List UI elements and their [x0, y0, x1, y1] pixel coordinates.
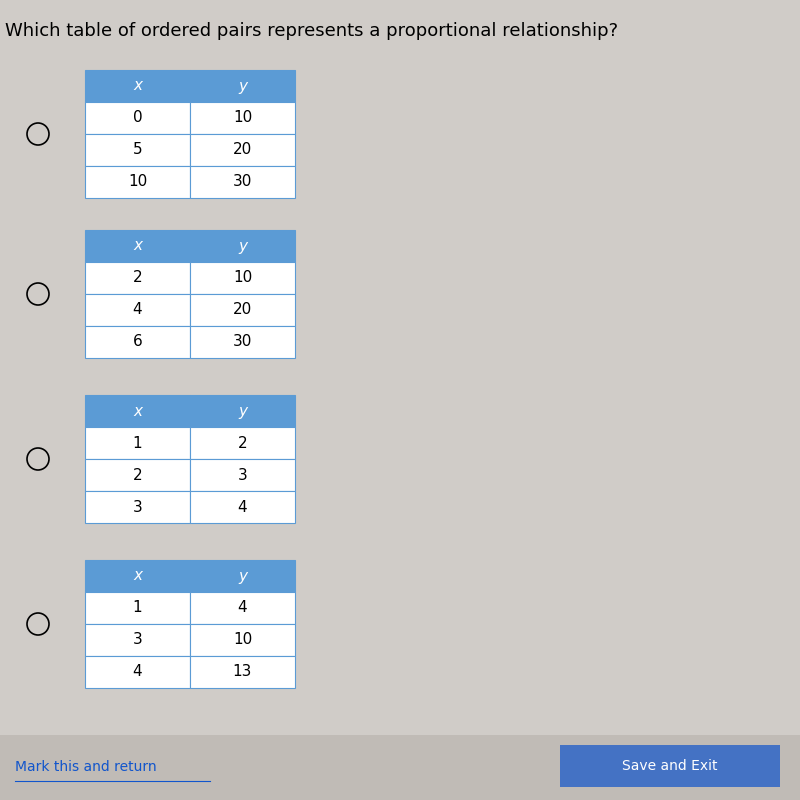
Text: 3: 3	[133, 499, 142, 514]
Text: y: y	[238, 238, 247, 254]
Text: Save and Exit: Save and Exit	[622, 759, 718, 773]
Bar	[85, 560, 190, 592]
Text: 4: 4	[133, 665, 142, 679]
Text: 20: 20	[233, 142, 252, 158]
Text: 2: 2	[133, 467, 142, 482]
Bar	[85, 166, 190, 198]
Bar	[190, 70, 295, 102]
Bar	[190, 459, 295, 491]
Bar	[190, 294, 295, 326]
Text: 10: 10	[233, 633, 252, 647]
Text: 0: 0	[133, 110, 142, 126]
Bar	[85, 395, 190, 427]
Text: 30: 30	[233, 174, 252, 190]
Bar	[190, 230, 295, 262]
Text: x: x	[133, 78, 142, 94]
Text: x: x	[133, 403, 142, 418]
Text: 3: 3	[133, 633, 142, 647]
Bar	[85, 70, 190, 102]
Text: y: y	[238, 403, 247, 418]
Text: x: x	[133, 238, 142, 254]
Bar	[85, 459, 190, 491]
Bar	[190, 166, 295, 198]
Text: 4: 4	[133, 302, 142, 318]
Bar	[190, 134, 295, 166]
Text: 6: 6	[133, 334, 142, 350]
Text: 1: 1	[133, 435, 142, 450]
Text: 5: 5	[133, 142, 142, 158]
Text: 2: 2	[238, 435, 247, 450]
Text: Which table of ordered pairs represents a proportional relationship?: Which table of ordered pairs represents …	[5, 22, 618, 40]
Bar	[190, 560, 295, 592]
Text: 4: 4	[238, 601, 247, 615]
Text: 4: 4	[238, 499, 247, 514]
Bar	[85, 427, 190, 459]
Text: 30: 30	[233, 334, 252, 350]
Text: 3: 3	[238, 467, 247, 482]
Bar	[85, 134, 190, 166]
Text: x: x	[133, 569, 142, 583]
Bar	[85, 326, 190, 358]
Bar	[190, 102, 295, 134]
Text: y: y	[238, 569, 247, 583]
Bar	[190, 427, 295, 459]
Text: 10: 10	[233, 110, 252, 126]
Text: 10: 10	[128, 174, 147, 190]
Bar	[85, 624, 190, 656]
Bar	[190, 395, 295, 427]
Text: 13: 13	[233, 665, 252, 679]
Bar	[190, 491, 295, 523]
Bar	[190, 656, 295, 688]
Text: 20: 20	[233, 302, 252, 318]
Bar	[85, 102, 190, 134]
Text: Mark this and return: Mark this and return	[15, 760, 157, 774]
Bar	[190, 624, 295, 656]
Text: 2: 2	[133, 270, 142, 286]
Bar	[560, 745, 780, 787]
Text: 10: 10	[233, 270, 252, 286]
Bar	[85, 230, 190, 262]
Text: y: y	[238, 78, 247, 94]
Bar	[190, 326, 295, 358]
Bar	[85, 294, 190, 326]
Bar	[85, 656, 190, 688]
Bar	[190, 592, 295, 624]
Bar	[85, 592, 190, 624]
Bar	[190, 262, 295, 294]
Bar	[85, 491, 190, 523]
Bar	[85, 262, 190, 294]
Bar	[0, 735, 800, 800]
Text: 1: 1	[133, 601, 142, 615]
